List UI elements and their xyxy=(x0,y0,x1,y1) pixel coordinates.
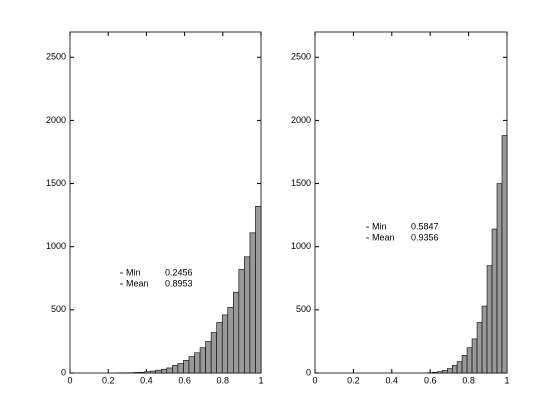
x-tick-label: 0.4 xyxy=(386,375,399,385)
bar xyxy=(199,347,206,374)
bar xyxy=(255,205,262,374)
annotation-value: 0.2456 xyxy=(165,267,193,277)
bar xyxy=(441,370,448,374)
bar xyxy=(491,228,498,374)
bar xyxy=(172,365,179,374)
y-tick-label: 2000 xyxy=(46,115,66,125)
bar xyxy=(205,341,212,374)
bar xyxy=(216,322,223,374)
bar xyxy=(486,265,493,374)
annotation-label: Min xyxy=(372,221,387,231)
x-tick-label: 0 xyxy=(312,375,317,385)
bar xyxy=(446,368,453,374)
bar xyxy=(476,322,483,374)
bar xyxy=(221,314,229,374)
annotation-value: 0.8953 xyxy=(165,278,193,288)
bar xyxy=(451,365,458,374)
bar xyxy=(481,305,488,374)
y-tick-label: 1500 xyxy=(291,178,311,188)
x-tick-label: 0 xyxy=(67,375,72,385)
bar xyxy=(155,369,162,374)
x-tick-label: 0.8 xyxy=(217,375,230,385)
y-tick-label: 1000 xyxy=(46,241,66,251)
x-tick-label: 0.2 xyxy=(102,375,115,385)
bar xyxy=(183,360,190,374)
x-tick-label: 0.6 xyxy=(178,375,191,385)
x-tick-label: 0.8 xyxy=(462,375,475,385)
bar xyxy=(456,361,463,374)
bar xyxy=(501,135,508,374)
bar xyxy=(227,307,234,374)
x-tick-label: 1 xyxy=(504,375,509,385)
x-tick-label: 0.6 xyxy=(424,375,437,385)
bar xyxy=(166,367,173,374)
annotation-value: 0.5847 xyxy=(411,221,439,231)
annotation-label: Mean xyxy=(372,232,395,242)
annotation-value: 0.9356 xyxy=(411,232,439,242)
axes-frame xyxy=(314,31,508,374)
bar xyxy=(233,291,240,374)
bar xyxy=(249,232,256,374)
annotation-label: Min xyxy=(126,267,141,277)
bar xyxy=(432,372,438,374)
bar xyxy=(437,371,443,374)
bar xyxy=(133,372,140,374)
bar xyxy=(149,370,157,374)
y-tick-label: 2500 xyxy=(46,52,66,62)
bar xyxy=(461,355,468,374)
y-tick-label: 1000 xyxy=(291,241,311,251)
bar xyxy=(238,269,245,374)
bar xyxy=(138,371,145,374)
bar xyxy=(244,256,251,374)
x-tick-label: 0.2 xyxy=(347,375,360,385)
y-tick-label: 500 xyxy=(51,304,66,314)
bar xyxy=(496,183,503,374)
x-tick-label: 0.4 xyxy=(140,375,153,385)
bar xyxy=(471,338,478,374)
bar xyxy=(466,347,473,374)
y-tick-label: 2500 xyxy=(291,52,311,62)
y-tick-label: 500 xyxy=(296,304,311,314)
y-tick-label: 2000 xyxy=(291,115,311,125)
bar xyxy=(144,371,151,374)
bar xyxy=(194,352,201,374)
bar xyxy=(188,356,195,374)
y-tick-label: 0 xyxy=(306,367,311,377)
annotation-label: Mean xyxy=(126,278,149,288)
y-tick-label: 0 xyxy=(61,367,66,377)
bar xyxy=(177,363,184,374)
bar xyxy=(160,368,168,374)
bar xyxy=(210,332,217,374)
x-tick-label: 1 xyxy=(258,375,263,385)
y-tick-label: 1500 xyxy=(46,178,66,188)
